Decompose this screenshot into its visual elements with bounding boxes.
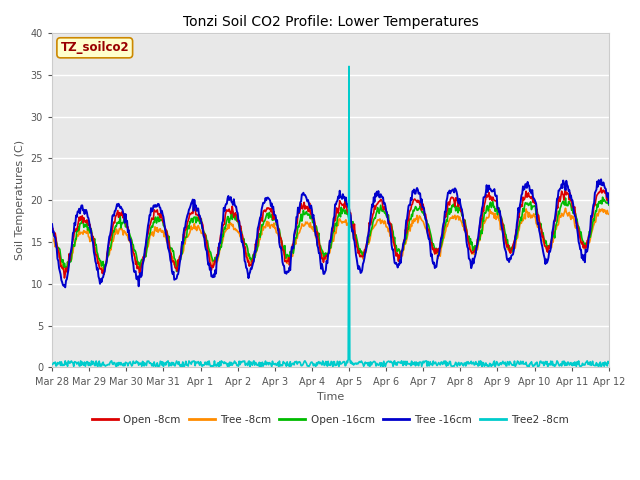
Tree -16cm xyxy=(48,221,56,227)
Open -16cm xyxy=(377,203,385,208)
Open -16cm xyxy=(173,269,180,275)
Tree -8cm xyxy=(555,221,563,227)
Open -16cm xyxy=(605,202,612,208)
Open -16cm xyxy=(195,216,203,221)
Tree2 -8cm xyxy=(345,63,353,69)
Tree2 -8cm xyxy=(433,362,440,368)
Tree -16cm xyxy=(61,285,69,290)
Open -16cm xyxy=(323,253,330,259)
Open -16cm xyxy=(170,255,178,261)
Open -16cm xyxy=(48,229,56,235)
Tree -8cm xyxy=(48,230,56,236)
X-axis label: Time: Time xyxy=(317,392,344,402)
Tree -8cm xyxy=(562,205,570,211)
Tree -16cm xyxy=(195,213,203,218)
Open -8cm xyxy=(597,185,605,191)
Tree2 -8cm xyxy=(556,363,563,369)
Tree2 -8cm xyxy=(605,360,612,366)
Tree2 -8cm xyxy=(323,359,330,365)
Open -16cm xyxy=(599,194,607,200)
Y-axis label: Soil Temperatures (C): Soil Temperatures (C) xyxy=(15,140,25,260)
Open -8cm xyxy=(555,195,563,201)
Line: Tree2 -8cm: Tree2 -8cm xyxy=(52,66,609,367)
Legend: Open -8cm, Tree -8cm, Open -16cm, Tree -16cm, Tree2 -8cm: Open -8cm, Tree -8cm, Open -16cm, Tree -… xyxy=(88,411,573,429)
Tree -16cm xyxy=(597,177,605,182)
Open -8cm xyxy=(432,246,440,252)
Open -8cm xyxy=(195,216,203,221)
Line: Tree -8cm: Tree -8cm xyxy=(52,208,609,272)
Tree2 -8cm xyxy=(195,359,202,364)
Tree -16cm xyxy=(171,276,179,282)
Tree -8cm xyxy=(195,225,203,231)
Tree -8cm xyxy=(377,221,385,227)
Open -8cm xyxy=(605,199,612,204)
Line: Open -8cm: Open -8cm xyxy=(52,188,609,278)
Tree -16cm xyxy=(432,263,440,269)
Tree -16cm xyxy=(555,188,563,193)
Open -8cm xyxy=(323,252,330,258)
Open -8cm xyxy=(61,275,68,281)
Open -8cm xyxy=(171,264,179,270)
Tree -8cm xyxy=(171,261,179,266)
Tree -16cm xyxy=(377,192,385,197)
Open -16cm xyxy=(555,208,563,214)
Tree2 -8cm xyxy=(215,364,223,370)
Text: TZ_soilco2: TZ_soilco2 xyxy=(60,41,129,54)
Tree2 -8cm xyxy=(378,360,385,366)
Tree -16cm xyxy=(605,200,612,206)
Title: Tonzi Soil CO2 Profile: Lower Temperatures: Tonzi Soil CO2 Profile: Lower Temperatur… xyxy=(182,15,478,29)
Line: Tree -16cm: Tree -16cm xyxy=(52,180,609,288)
Tree2 -8cm xyxy=(48,362,56,368)
Line: Open -16cm: Open -16cm xyxy=(52,197,609,272)
Tree -8cm xyxy=(323,255,330,261)
Tree -8cm xyxy=(62,269,70,275)
Tree2 -8cm xyxy=(170,362,178,368)
Open -16cm xyxy=(432,246,440,252)
Tree -16cm xyxy=(323,258,330,264)
Tree -8cm xyxy=(605,212,612,217)
Open -8cm xyxy=(48,225,56,231)
Tree -8cm xyxy=(432,249,440,255)
Open -8cm xyxy=(377,196,385,202)
